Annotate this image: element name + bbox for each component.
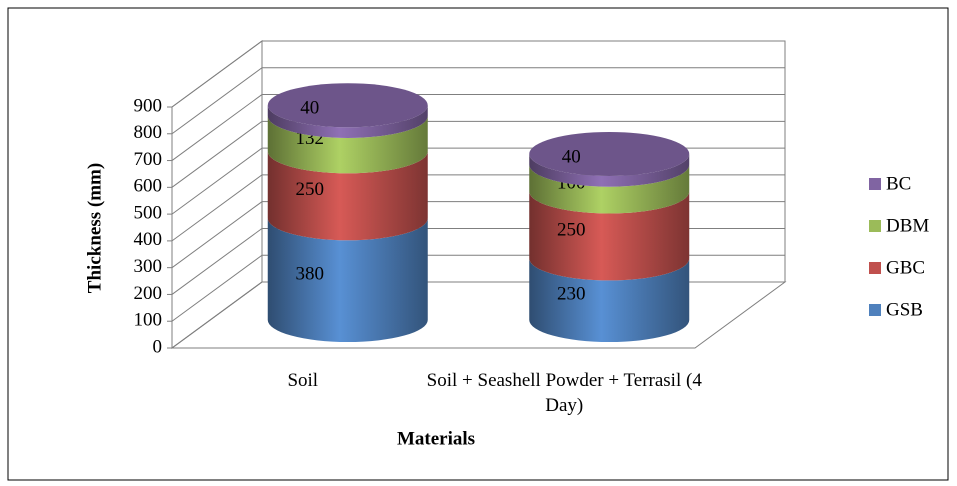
legend-swatch	[869, 262, 881, 274]
grid-line	[171, 67, 785, 135]
y-tick-label: 500	[134, 202, 163, 223]
y-tick-label: 800	[134, 122, 163, 143]
y-tick-label: 0	[153, 336, 163, 357]
grid-line	[171, 174, 785, 242]
data-label: 250	[296, 179, 325, 200]
y-tick-label: 600	[134, 176, 163, 197]
cylinder-segment	[529, 164, 690, 214]
chart-frame	[7, 7, 949, 481]
legend-label: GBC	[886, 257, 925, 278]
grid-line	[171, 94, 785, 161]
grid-line	[171, 120, 785, 188]
legend-swatch	[869, 178, 881, 190]
cylinder-segment	[267, 115, 428, 174]
x-tick-label: Soil + Seashell Powder + Terrasil (4 Day…	[426, 370, 702, 416]
floor	[170, 281, 787, 349]
y-tick-label: 900	[134, 95, 163, 116]
grid-line	[171, 227, 785, 295]
cylinder-segment	[529, 153, 690, 187]
grid-line	[171, 254, 785, 322]
data-label: 40	[300, 98, 319, 119]
cylinder-segment	[267, 218, 428, 342]
cylinder-segment	[529, 191, 690, 281]
x-axis-title: Materials	[397, 428, 475, 449]
grid-line	[171, 147, 785, 215]
legend-label: GSB	[886, 299, 923, 320]
legend-label: BC	[886, 173, 911, 194]
y-tick-label: 100	[134, 310, 163, 331]
x-tick-label: Soil	[287, 370, 319, 391]
cylinder-segment	[267, 151, 428, 241]
legend-swatch	[869, 220, 881, 232]
y-tick-label: 400	[134, 229, 163, 250]
cylinder-segment	[529, 258, 690, 342]
data-label: 250	[557, 219, 586, 240]
legend-label: DBM	[886, 215, 929, 236]
cylinder-top	[529, 131, 690, 176]
grid-line	[171, 201, 785, 269]
y-tick-label: 200	[134, 283, 163, 304]
side-wall	[171, 40, 263, 349]
cylinder-top	[267, 83, 428, 128]
y-tick-label: 700	[134, 149, 163, 170]
legend-swatch	[869, 304, 881, 316]
data-label: 230	[557, 284, 586, 305]
y-tick-label: 300	[134, 256, 163, 277]
cylinder-segment	[267, 105, 428, 138]
data-label: 380	[296, 263, 325, 284]
y-axis-title: Thickness (mm)	[84, 163, 105, 293]
data-label: 40	[562, 146, 581, 167]
grid-line	[171, 281, 785, 349]
grid-line	[171, 40, 785, 108]
